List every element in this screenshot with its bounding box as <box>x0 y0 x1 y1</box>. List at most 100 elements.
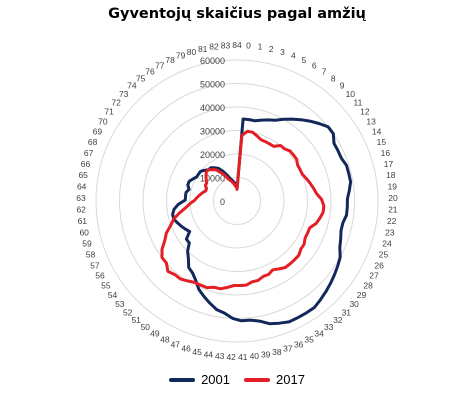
category-label: 38 <box>272 347 282 357</box>
category-label: 55 <box>101 281 111 291</box>
category-label: 78 <box>165 55 175 65</box>
category-label: 44 <box>204 349 214 359</box>
category-label: 83 <box>221 40 231 50</box>
category-label: 32 <box>333 315 343 325</box>
category-label: 42 <box>226 352 236 362</box>
category-label: 41 <box>238 352 248 362</box>
category-label: 39 <box>261 349 271 359</box>
category-label: 63 <box>76 193 86 203</box>
category-label: 36 <box>294 339 304 349</box>
category-label: 45 <box>192 347 202 357</box>
category-label: 33 <box>324 322 334 332</box>
radial-tick-label: 40000 <box>200 103 225 113</box>
category-label: 40 <box>250 351 260 361</box>
category-label: 66 <box>81 159 91 169</box>
radial-tick-label: 50000 <box>200 80 225 90</box>
category-label: 35 <box>304 334 314 344</box>
category-label: 11 <box>353 98 362 108</box>
category-label: 6 <box>312 60 317 70</box>
category-label: 7 <box>322 67 327 77</box>
category-label: 64 <box>77 182 87 192</box>
category-label: 79 <box>176 51 186 61</box>
category-label: 15 <box>377 137 387 147</box>
legend-label-2017: 2017 <box>276 372 305 387</box>
category-label: 23 <box>385 228 395 238</box>
category-label: 50 <box>141 322 151 332</box>
grid-ring <box>166 130 308 272</box>
category-label: 1 <box>258 42 263 52</box>
category-label: 72 <box>111 98 121 108</box>
grid-ring <box>189 153 285 249</box>
category-label: 75 <box>136 73 146 83</box>
category-label: 8 <box>331 73 336 83</box>
category-label: 16 <box>381 148 391 158</box>
legend-swatch-2001 <box>169 377 196 382</box>
category-label: 29 <box>357 290 367 300</box>
category-label: 73 <box>119 89 129 99</box>
category-label: 43 <box>215 351 225 361</box>
category-label: 24 <box>382 239 392 249</box>
legend: 2001 2017 <box>0 372 474 387</box>
category-label: 80 <box>187 47 197 57</box>
category-label: 34 <box>314 329 324 339</box>
category-label: 18 <box>386 170 396 180</box>
legend-swatch-2017 <box>244 377 270 382</box>
category-label: 54 <box>108 290 118 300</box>
category-label: 0 <box>246 40 251 50</box>
category-label: 77 <box>155 60 165 70</box>
grid-ring <box>142 106 332 296</box>
category-label: 2 <box>269 44 274 54</box>
category-label: 13 <box>366 116 376 126</box>
category-label: 57 <box>90 260 100 270</box>
legend-label-2001: 2001 <box>201 372 230 387</box>
category-label: 70 <box>98 116 108 126</box>
category-label: 60 <box>79 228 89 238</box>
category-label: 68 <box>88 137 98 147</box>
category-label: 59 <box>82 239 92 249</box>
series-line-2017 <box>160 129 326 291</box>
category-label: 5 <box>302 55 307 65</box>
category-label: 31 <box>342 307 352 317</box>
category-label: 14 <box>372 127 382 137</box>
category-label: 67 <box>84 148 94 158</box>
legend-item-2017: 2017 <box>244 372 305 387</box>
category-label: 56 <box>95 271 105 281</box>
category-label: 69 <box>93 127 103 137</box>
chart-title: Gyventojų skaičius pagal amžių <box>108 6 366 22</box>
category-label: 12 <box>360 107 370 117</box>
category-label: 37 <box>283 343 293 353</box>
category-label: 28 <box>363 281 373 291</box>
radial-tick-label: 10000 <box>200 174 225 184</box>
category-label: 26 <box>374 260 384 270</box>
category-label: 30 <box>349 299 359 309</box>
category-label: 71 <box>104 107 114 117</box>
grid-ring <box>95 59 379 343</box>
category-label: 10 <box>346 89 356 99</box>
category-label: 53 <box>115 299 125 309</box>
category-label: 84 <box>232 40 242 50</box>
category-label: 47 <box>171 339 181 349</box>
category-label: 4 <box>291 51 296 61</box>
category-label: 74 <box>127 81 137 91</box>
category-label: 25 <box>379 250 389 260</box>
category-label: 52 <box>123 307 133 317</box>
category-label: 46 <box>181 343 191 353</box>
category-label: 3 <box>280 47 285 57</box>
category-label: 27 <box>369 271 379 281</box>
grid-ring <box>119 83 355 319</box>
category-label: 76 <box>145 67 155 77</box>
category-label: 61 <box>78 216 88 226</box>
radial-tick-label: 0 <box>220 197 225 207</box>
category-label: 65 <box>78 170 88 180</box>
radial-tick-label: 60000 <box>200 56 225 66</box>
category-label: 17 <box>384 159 394 169</box>
category-label: 82 <box>209 42 219 52</box>
series-line-2001 <box>171 117 353 326</box>
category-label: 21 <box>388 205 398 215</box>
radial-tick-label: 30000 <box>200 127 225 137</box>
category-label: 81 <box>198 44 208 54</box>
category-label: 48 <box>160 334 170 344</box>
category-label: 9 <box>340 81 345 91</box>
